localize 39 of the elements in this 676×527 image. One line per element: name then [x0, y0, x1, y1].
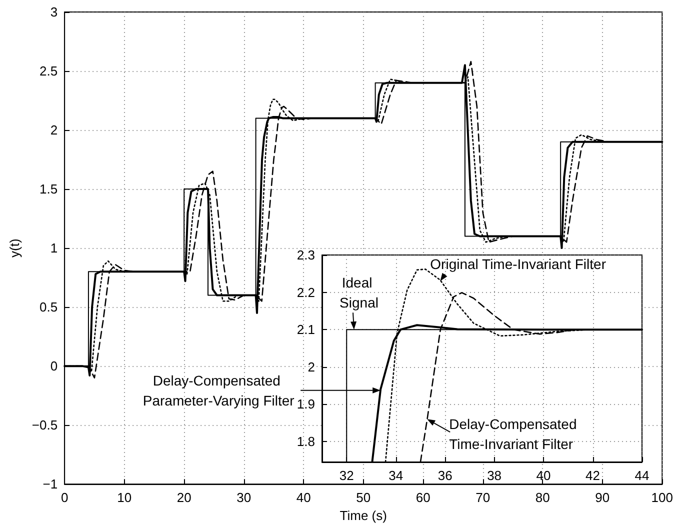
y-tick-label: 2.5 — [39, 64, 58, 79]
y-tick-label: 1.9 — [296, 396, 315, 412]
y-tick-label: 2.3 — [296, 248, 315, 262]
x-tick-label: 100 — [651, 490, 674, 506]
x-tick-label: 36 — [438, 468, 452, 483]
y-tick-label: 1.8 — [296, 434, 315, 449]
y-tick-label: 2.1 — [296, 322, 315, 338]
y-tick-label: 1.5 — [39, 182, 58, 197]
x-axis-title: Time (s) — [340, 508, 387, 523]
x-tick-label: 34 — [388, 468, 404, 483]
x-tick-label: 40 — [296, 490, 311, 506]
x-tick-label: 38 — [487, 468, 502, 483]
x-tick-label: 50 — [356, 490, 371, 506]
x-tick-label: 90 — [595, 490, 610, 506]
x-tick-label: 10 — [117, 490, 132, 506]
y-tick-label: −1 — [42, 476, 58, 492]
annotation: Delay-Compensated Time-Invariant Filter — [449, 416, 581, 452]
x-tick-label: 80 — [535, 490, 550, 506]
x-tick-label: 32 — [339, 468, 354, 483]
y-tick-label: 2 — [50, 122, 58, 138]
x-tick-label: 60 — [416, 490, 430, 506]
x-tick-label: 42 — [586, 468, 600, 483]
y-tick-label: 2 — [308, 359, 315, 374]
x-tick-label: 70 — [476, 490, 490, 506]
x-tick-label: 44 — [634, 468, 650, 483]
y-tick-label: 3 — [50, 4, 58, 20]
y-tick-label: −0.5 — [32, 418, 58, 433]
y-tick-label: 0 — [50, 358, 58, 374]
y-tick-label: 2.2 — [296, 284, 315, 300]
x-tick-label: 30 — [236, 490, 252, 506]
y-axis-title: y(t) — [7, 238, 22, 258]
x-tick-label: 0 — [60, 490, 68, 506]
y-tick-label: 0.5 — [39, 300, 58, 315]
annotation: Delay-Compensated Parameter-Varying Filter — [142, 372, 295, 408]
x-tick-label: 40 — [536, 468, 551, 483]
annotation: Ideal Signal — [340, 274, 378, 311]
x-tick-label: 20 — [176, 490, 192, 506]
y-tick-label: 1 — [50, 240, 58, 256]
annotation: Original Time-Invariant Filter — [430, 256, 606, 272]
